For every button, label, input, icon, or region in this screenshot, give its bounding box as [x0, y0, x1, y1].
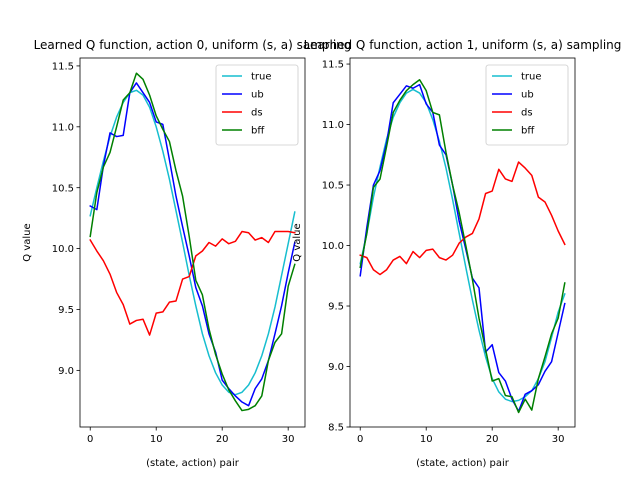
- y-tick-label: 9.0: [58, 366, 74, 377]
- x-tick-label: 30: [282, 434, 295, 445]
- series-line-true: [89, 89, 296, 396]
- chart-panel-0: 0 10 20 30 9.0 9.5 10.0 10.5 11.0 11.5 (state, act…: [22, 38, 351, 469]
- y-tick-label: 10.5: [322, 181, 344, 192]
- plot-lines: [89, 72, 296, 412]
- y-tick-label: 9.0: [328, 362, 344, 373]
- axes-frame: [79, 57, 306, 428]
- legend-label-ub: ub: [251, 90, 264, 101]
- legend-label-ds: ds: [521, 108, 533, 119]
- series-line-bff: [359, 79, 566, 414]
- legend-box: [215, 64, 299, 146]
- legend-label-bff: bff: [521, 126, 535, 137]
- y-tick-label: 11.5: [322, 60, 344, 71]
- y-tick-label: 10.0: [52, 244, 74, 255]
- x-tick-label: 20: [486, 434, 499, 445]
- chart-title: Learned Q function, action 1, uniform (s…: [304, 38, 622, 52]
- x-tick-label: 20: [216, 434, 229, 445]
- chart-title: Learned Q function, action 0, uniform (s…: [34, 38, 352, 52]
- series-line-ub: [359, 83, 566, 413]
- series-line-ub: [89, 82, 296, 407]
- legend-label-bff: bff: [251, 126, 265, 137]
- series-line-ds: [89, 230, 296, 336]
- x-tick-label: 0: [357, 434, 363, 445]
- legend-label-true: true: [251, 72, 272, 83]
- x-axis-label: (state, action) pair: [146, 458, 240, 469]
- y-tick-label: 11.5: [52, 62, 74, 73]
- y-tick-label: 9.5: [328, 302, 344, 313]
- legend: true ub ds bff: [215, 64, 299, 146]
- legend-label-ub: ub: [521, 90, 534, 101]
- x-tick-label: 10: [150, 434, 163, 445]
- y-tick-label: 10.0: [322, 241, 344, 252]
- legend: true ub ds bff: [485, 64, 569, 146]
- chart-panel-1: 0 10 20 30 8.5 9.0 9.5 10.0 10.5 11.0 11.5 (state, …: [292, 38, 621, 469]
- x-tick-label: 10: [420, 434, 433, 445]
- y-tick-label: 10.5: [52, 183, 74, 194]
- series-line-ds: [359, 161, 566, 276]
- y-tick-label: 11.0: [52, 122, 74, 133]
- legend-label-true: true: [521, 72, 542, 83]
- y-axis-label: Q value: [292, 223, 303, 261]
- x-tick-label: 30: [552, 434, 565, 445]
- axes-frame: [349, 57, 576, 428]
- x-axis-label: (state, action) pair: [416, 458, 510, 469]
- legend-box: [485, 64, 569, 146]
- x-tick-label: 0: [87, 434, 93, 445]
- y-tick-label: 9.5: [58, 305, 74, 316]
- legend-label-ds: ds: [251, 108, 263, 119]
- plot-lines: [359, 79, 566, 414]
- y-axis-label: Q value: [22, 223, 33, 261]
- y-tick-label: 11.0: [322, 120, 344, 131]
- y-tick-label: 8.5: [328, 423, 344, 434]
- series-line-bff: [89, 72, 296, 412]
